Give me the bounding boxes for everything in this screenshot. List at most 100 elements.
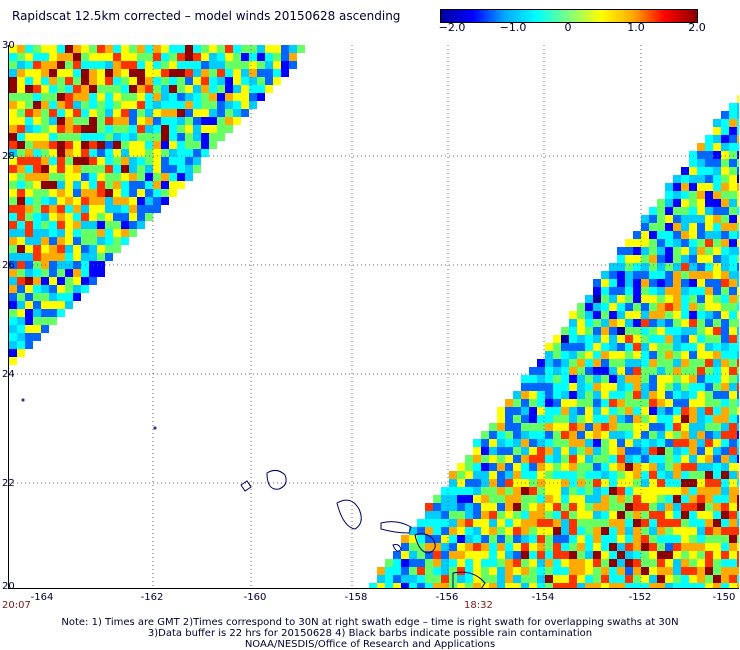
wind-diff-cell bbox=[665, 311, 673, 319]
wind-diff-cell bbox=[81, 85, 89, 93]
wind-diff-cell bbox=[673, 567, 681, 575]
wind-diff-cell bbox=[657, 527, 665, 535]
wind-diff-cell bbox=[561, 359, 569, 367]
wind-diff-cell bbox=[201, 109, 209, 117]
wind-diff-cell bbox=[57, 69, 65, 77]
wind-diff-cell bbox=[225, 45, 233, 53]
wind-diff-cell bbox=[65, 221, 73, 229]
wind-diff-cell bbox=[521, 535, 529, 543]
wind-diff-cell bbox=[225, 93, 233, 101]
wind-diff-cell bbox=[537, 367, 545, 375]
wind-diff-cell bbox=[697, 183, 705, 191]
wind-diff-cell bbox=[449, 567, 457, 575]
wind-diff-cell bbox=[409, 543, 417, 551]
wind-diff-cell bbox=[593, 311, 601, 319]
wind-diff-cell bbox=[601, 335, 609, 343]
wind-diff-cell bbox=[569, 559, 577, 567]
wind-diff-cell bbox=[729, 543, 737, 551]
wind-diff-cell bbox=[657, 399, 665, 407]
wind-diff-cell bbox=[737, 535, 740, 543]
wind-diff-cell bbox=[9, 357, 17, 365]
footnote-line-2: 3)Data buffer is 22 hrs for 20150628 4) … bbox=[147, 628, 593, 639]
wind-diff-cell bbox=[25, 61, 33, 69]
wind-diff-cell bbox=[97, 229, 105, 237]
wind-diff-cell bbox=[465, 527, 473, 535]
wind-diff-cell bbox=[89, 69, 97, 77]
wind-diff-cell bbox=[633, 487, 641, 495]
wind-diff-cell bbox=[473, 519, 481, 527]
wind-diff-cell bbox=[569, 519, 577, 527]
wind-diff-cell bbox=[185, 53, 193, 61]
wind-diff-cell bbox=[225, 85, 233, 93]
wind-diff-cell bbox=[185, 149, 193, 157]
wind-diff-cell bbox=[145, 125, 153, 133]
wind-diff-cell bbox=[113, 53, 121, 61]
wind-diff-cell bbox=[105, 253, 113, 261]
wind-diff-cell bbox=[193, 53, 201, 61]
wind-diff-cell bbox=[665, 231, 673, 239]
wind-diff-cell bbox=[425, 527, 433, 535]
wind-diff-cell bbox=[713, 351, 721, 359]
wind-diff-cell bbox=[49, 125, 57, 133]
wind-diff-cell bbox=[569, 351, 577, 359]
wind-diff-cell bbox=[433, 503, 441, 511]
wind-diff-cell bbox=[457, 471, 465, 479]
wind-diff-cell bbox=[569, 575, 577, 583]
wind-diff-cell bbox=[145, 45, 153, 53]
wind-diff-cell bbox=[681, 279, 689, 287]
wind-diff-cell bbox=[97, 253, 105, 261]
wind-diff-cell bbox=[129, 173, 137, 181]
wind-diff-cell bbox=[529, 399, 537, 407]
wind-diff-cell bbox=[513, 543, 521, 551]
wind-diff-cell bbox=[673, 335, 681, 343]
wind-diff-cell bbox=[489, 487, 497, 495]
wind-diff-cell bbox=[529, 575, 537, 583]
wind-diff-cell bbox=[65, 277, 73, 285]
wind-diff-cell bbox=[689, 215, 697, 223]
wind-diff-cell bbox=[617, 287, 625, 295]
wind-diff-cell bbox=[97, 197, 105, 205]
wind-diff-cell bbox=[97, 69, 105, 77]
wind-diff-cell bbox=[601, 535, 609, 543]
wind-diff-cell bbox=[25, 53, 33, 61]
wind-diff-cell bbox=[553, 503, 561, 511]
wind-diff-cell bbox=[665, 191, 673, 199]
wind-diff-cell bbox=[9, 117, 17, 125]
wind-diff-cell bbox=[105, 101, 113, 109]
wind-diff-cell bbox=[401, 551, 409, 559]
wind-diff-cell bbox=[673, 511, 681, 519]
wind-diff-cell bbox=[617, 495, 625, 503]
wind-diff-cell bbox=[49, 61, 57, 69]
wind-diff-cell bbox=[17, 149, 25, 157]
wind-diff-cell bbox=[17, 69, 25, 77]
wind-diff-cell bbox=[609, 543, 617, 551]
wind-diff-cell bbox=[705, 559, 713, 567]
wind-diff-cell bbox=[41, 165, 49, 173]
wind-diff-cell bbox=[17, 45, 25, 53]
wind-diff-cell bbox=[457, 511, 465, 519]
wind-diff-cell bbox=[697, 543, 705, 551]
wind-diff-cell bbox=[17, 349, 25, 357]
wind-diff-cell bbox=[705, 367, 713, 375]
wind-diff-cell bbox=[585, 391, 593, 399]
wind-diff-cell bbox=[521, 527, 529, 535]
wind-diff-cell bbox=[729, 583, 737, 591]
wind-diff-cell bbox=[209, 77, 217, 85]
wind-diff-cell bbox=[593, 447, 601, 455]
wind-diff-cell bbox=[169, 149, 177, 157]
wind-diff-cell bbox=[505, 447, 513, 455]
wind-diff-cell bbox=[737, 239, 740, 247]
wind-diff-cell bbox=[409, 527, 417, 535]
wind-diff-cell bbox=[137, 133, 145, 141]
wind-diff-cell bbox=[465, 471, 473, 479]
wind-diff-cell bbox=[481, 535, 489, 543]
wind-diff-cell bbox=[129, 221, 137, 229]
wind-diff-cell bbox=[33, 117, 41, 125]
wind-diff-cell bbox=[265, 45, 273, 53]
wind-diff-cell bbox=[17, 301, 25, 309]
wind-diff-cell bbox=[105, 133, 113, 141]
wind-diff-cell bbox=[737, 439, 740, 447]
wind-diff-cell bbox=[689, 279, 697, 287]
wind-diff-cell bbox=[569, 415, 577, 423]
wind-diff-cell bbox=[145, 149, 153, 157]
